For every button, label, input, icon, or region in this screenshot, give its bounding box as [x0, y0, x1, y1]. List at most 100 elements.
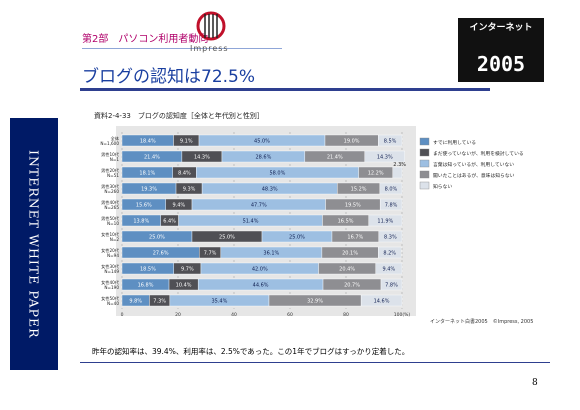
category-label: N=1: [110, 157, 120, 162]
category-label: 女性10代: [101, 231, 120, 238]
data-label: 19.0%: [344, 139, 360, 145]
hakusho-logo-year: 2005: [476, 52, 526, 76]
bar-segment: [378, 134, 403, 147]
data-label: 58.0%: [269, 171, 285, 177]
x-tick-label: 80: [343, 312, 349, 318]
bar-segment: [378, 246, 402, 259]
category-label: N=1,600: [100, 141, 119, 146]
data-label: 7.8%: [385, 283, 398, 289]
data-label: 48.3%: [262, 187, 278, 193]
data-label: 8.2%: [383, 251, 396, 257]
chart-title: 資料2-4-33 ブログの認知度［全体と年代別と性別］: [94, 112, 264, 120]
data-label: 11.9%: [377, 219, 393, 225]
title-underline: [80, 88, 490, 91]
category-label: N=94: [107, 253, 119, 258]
bar-segment: [392, 166, 403, 179]
bar-segment: [379, 198, 403, 211]
data-label: 8.5%: [384, 139, 397, 145]
data-label: 44.6%: [253, 283, 269, 289]
data-label: 19.5%: [345, 203, 361, 209]
category-label: N=2: [110, 237, 120, 242]
data-label: 14.6%: [374, 299, 390, 305]
legend-swatch: [419, 137, 430, 146]
data-label: 9.3%: [183, 187, 196, 193]
slide-title: ブログの認知は72.5%: [82, 67, 256, 87]
bar-segment: [378, 230, 403, 243]
data-label: 35.4%: [211, 299, 227, 305]
data-label: 7.8%: [385, 203, 398, 209]
caption: 昨年の認知率は、39.4%、利用率は、2.5%であった。この1年でブログはすっか…: [92, 347, 410, 356]
category-label: N=10: [107, 221, 119, 226]
bar-segment: [380, 278, 403, 291]
data-label: 25.0%: [219, 235, 235, 241]
category-label: 男性20代: [101, 167, 120, 174]
data-label: 10.4%: [176, 283, 192, 289]
bar-segment: [368, 214, 403, 227]
category-label: N=149: [104, 269, 119, 274]
data-label: 9.4%: [382, 267, 395, 273]
category-label: 全体: [111, 135, 120, 142]
data-label: 15.6%: [136, 203, 152, 209]
sidebar-title: INTERNET WHITE PAPER: [26, 149, 42, 339]
x-tick-label: 0: [121, 312, 124, 318]
category-label: N=265: [104, 205, 119, 210]
legend-label: 知らない: [433, 183, 452, 190]
category-label: 女性20代: [101, 247, 120, 254]
category-label: 男性30代: [101, 183, 120, 190]
section-label: 第2部 パソコン利用者動向: [82, 34, 209, 45]
category-label: 男性50代: [101, 215, 120, 222]
data-label: 6.4%: [163, 219, 176, 225]
x-tick-label: 60: [287, 312, 293, 318]
data-label: 25.0%: [149, 235, 165, 241]
data-label: 15.2%: [351, 187, 367, 193]
hakusho-logo-line1: インターネット: [469, 23, 533, 33]
data-label: 19.3%: [141, 187, 157, 193]
category-label: N=260: [104, 189, 119, 194]
category-label: 女性40代: [101, 279, 120, 286]
data-label: 14.3%: [194, 155, 210, 161]
data-label: 7.3%: [153, 299, 166, 305]
data-label: 18.5%: [140, 267, 156, 273]
data-label: 8.4%: [178, 171, 191, 177]
legend-swatch: [419, 148, 430, 157]
data-label: 27.6%: [153, 251, 169, 257]
data-label: 9.1%: [180, 139, 193, 145]
legend-swatch: [419, 170, 430, 179]
x-tick-label: 20: [175, 312, 181, 318]
data-label: 28.6%: [255, 155, 271, 161]
legend-label: 聞いたことはあるが、意味は知らない: [433, 172, 515, 179]
legend-label: 言葉は知っているが、利用していない: [433, 161, 514, 168]
data-label: 18.1%: [139, 171, 155, 177]
data-label: 9.8%: [129, 299, 142, 305]
data-label: 8.0%: [385, 187, 398, 193]
data-label: 16.8%: [138, 283, 154, 289]
data-label: 20.4%: [339, 267, 355, 273]
data-label: 51.4%: [243, 219, 259, 225]
data-label: 16.5%: [338, 219, 354, 225]
category-label: 女性50代: [101, 295, 120, 302]
data-label: 21.4%: [327, 155, 343, 161]
data-label: 13.8%: [133, 219, 149, 225]
header-divider: [82, 48, 282, 49]
data-label: 14.3%: [377, 155, 393, 161]
data-label: 18.4%: [140, 139, 156, 145]
category-label: 男性40代: [101, 199, 120, 206]
data-label: 42.0%: [252, 267, 268, 273]
hakusho-logo: [458, 18, 544, 82]
data-label: 45.0%: [254, 139, 270, 145]
category-label: 男性10代: [101, 151, 120, 158]
legend-label: すでに利用している: [433, 139, 476, 146]
data-label: 9.4%: [172, 203, 185, 209]
impress-logo-icon: [196, 11, 226, 41]
legend-swatch: [419, 181, 430, 190]
bar-segment: [364, 150, 406, 163]
sidebar-banner: [10, 118, 58, 370]
category-label: N=190: [104, 285, 119, 290]
data-label: 9.7%: [181, 267, 194, 273]
data-label: 16.7%: [347, 235, 363, 241]
bar-segment: [375, 262, 403, 275]
category-label: 女性30代: [101, 263, 120, 270]
data-label: 8.3%: [384, 235, 397, 241]
data-label: 47.7%: [251, 203, 267, 209]
